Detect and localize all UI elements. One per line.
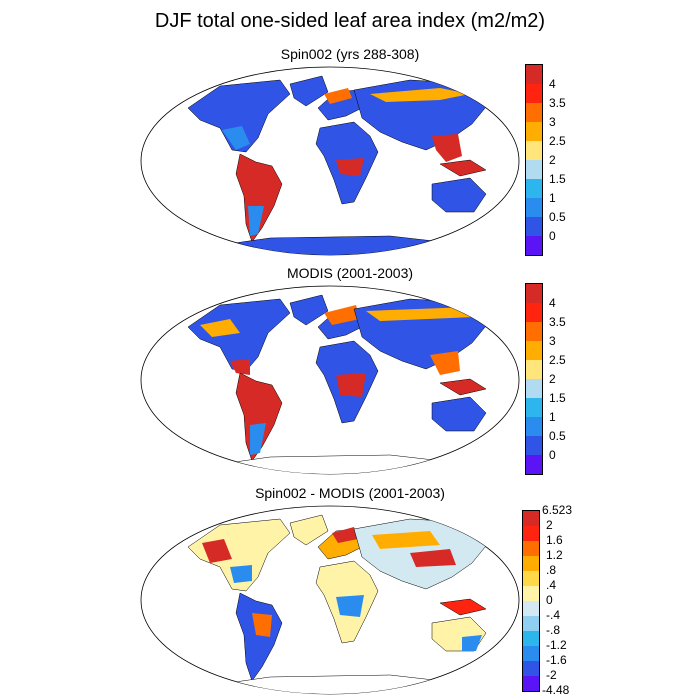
colorbar-tick-label: -4.48 (542, 683, 570, 697)
colorbar-tick-label: -1.6 (546, 653, 567, 667)
colorbar-tick-label: 3 (549, 115, 556, 129)
panel-1-continents (187, 75, 491, 255)
panel-3-continents (187, 514, 491, 694)
colorbar-tick-label: 1.2 (546, 548, 563, 562)
colorbar-tick-label: 2.5 (549, 134, 566, 148)
colorbar-tick-label: -.4 (546, 608, 561, 622)
colorbar-tick-label: 0 (549, 448, 556, 462)
panel-2-title: MODIS (2001-2003) (286, 265, 414, 281)
figure-title: DJF total one-sided leaf area index (m2/… (154, 10, 546, 32)
colorbar-tick-label: 0 (546, 593, 553, 607)
colorbar-tick-label: -1.2 (546, 638, 567, 652)
panel-3-colorbar-bar (522, 510, 540, 692)
colorbar-tick-label: -.8 (546, 623, 561, 637)
colorbar-tick-label: 2.5 (549, 353, 566, 367)
colorbar-tick-label: 1 (549, 410, 556, 424)
colorbar-tick-label: 1.5 (549, 391, 566, 405)
colorbar-tick-label: .8 (546, 563, 557, 577)
colorbar-tick-label: 0 (549, 229, 556, 243)
colorbar-tick-label: 2 (546, 518, 553, 532)
panel-1-title: Spin002 (yrs 288-308) (280, 46, 420, 62)
colorbar-tick-label: 3.5 (549, 315, 566, 329)
colorbar-tick-label: 6.523 (542, 503, 573, 517)
panel-1-colorbar-bar (525, 64, 543, 256)
panel-3-title: Spin002 - MODIS (2001-2003) (255, 485, 445, 501)
panel-2-map (140, 285, 520, 475)
colorbar-tick-label: 3.5 (549, 96, 566, 110)
panel-1-map (140, 66, 520, 256)
panel-2-continents (187, 294, 491, 474)
colorbar-tick-label: 4 (549, 77, 556, 91)
colorbar-tick-label: -2 (546, 668, 557, 682)
colorbar-tick-label: 4 (549, 296, 556, 310)
panel-3-map (140, 505, 520, 695)
colorbar-tick-label: .4 (546, 578, 557, 592)
colorbar-tick-label: 3 (549, 334, 556, 348)
colorbar-tick-label: 2 (549, 153, 556, 167)
colorbar-tick-label: 1.5 (549, 172, 566, 186)
colorbar-tick-label: 1 (549, 191, 556, 205)
colorbar-tick-label: 0.5 (549, 429, 566, 443)
colorbar-tick-label: 2 (549, 372, 556, 386)
panel-2-colorbar-bar (525, 283, 543, 475)
colorbar-tick-label: 1.6 (546, 533, 563, 547)
colorbar-tick-label: 0.5 (549, 210, 566, 224)
